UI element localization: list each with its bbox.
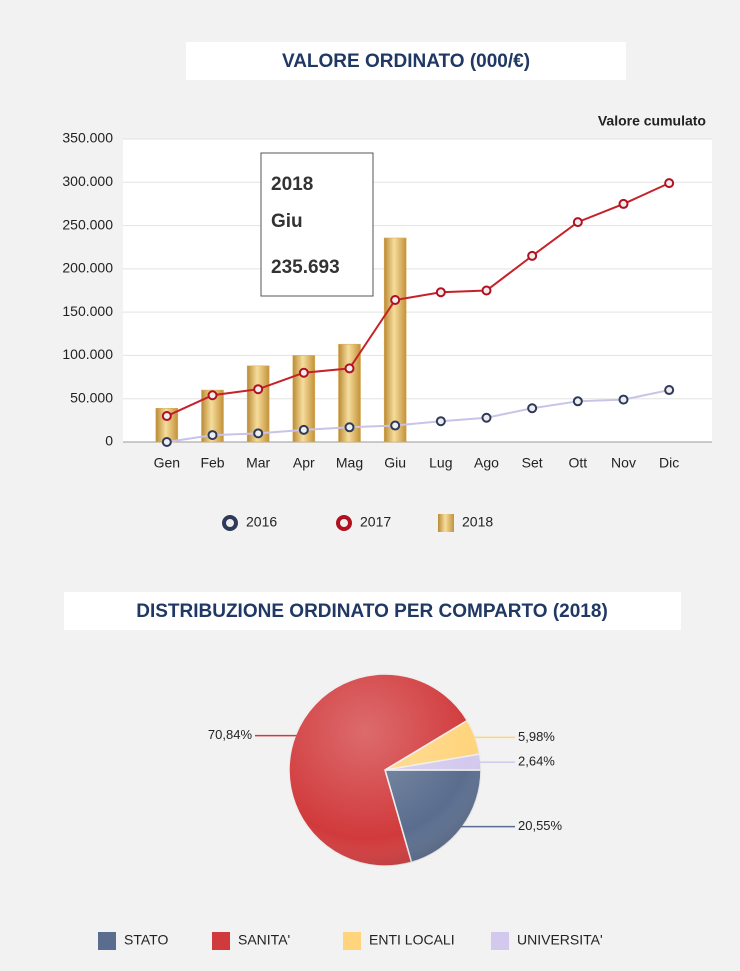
y-tick-label: 0 <box>105 433 113 449</box>
legend-marker <box>336 515 352 531</box>
legend-swatch <box>491 932 509 950</box>
chart-title: VALORE ORDINATO (000/€) <box>282 51 530 72</box>
x-tick-label: Ott <box>568 455 587 471</box>
marker <box>344 422 355 433</box>
legend-swatch <box>343 932 361 950</box>
y-tick-label: 300.000 <box>62 173 113 189</box>
data-label: 2,64% <box>518 754 555 769</box>
marker <box>481 412 492 423</box>
marker <box>618 198 629 209</box>
x-tick-label: Mar <box>246 455 270 471</box>
marker <box>572 217 583 228</box>
x-tick-label: Apr <box>293 455 315 471</box>
marker <box>344 363 355 374</box>
marker <box>298 367 309 378</box>
data-label: 5,98% <box>518 729 555 744</box>
legend-label: 2018 <box>462 514 493 530</box>
tooltip-category: Giu <box>271 211 303 232</box>
x-tick-label: Lug <box>429 455 452 471</box>
marker <box>161 437 172 447</box>
marker <box>253 428 264 439</box>
y-tick-label: 50.000 <box>70 389 113 405</box>
chart-title: DISTRIBUZIONE ORDINATO PER COMPARTO (201… <box>136 601 608 622</box>
legend-label: SANITA' <box>238 932 290 948</box>
y-tick-label: 350.000 <box>62 130 113 146</box>
y-tick-label: 200.000 <box>62 260 113 276</box>
marker <box>161 411 172 422</box>
bar <box>201 389 224 443</box>
marker <box>207 430 218 441</box>
x-tick-label: Set <box>522 455 543 471</box>
tooltip <box>260 152 374 297</box>
x-tick-label: Ago <box>474 455 499 471</box>
x-tick-label: Mag <box>336 455 363 471</box>
marker <box>207 390 218 401</box>
legend-label: STATO <box>124 932 168 948</box>
legend-label: 2016 <box>246 514 277 530</box>
line <box>166 182 670 417</box>
legend-swatch <box>98 932 116 950</box>
y-tick-label: 100.000 <box>62 346 113 362</box>
marker <box>572 396 583 407</box>
legend-swatch <box>438 514 454 532</box>
tooltip-value: 235.693 <box>271 257 340 278</box>
marker <box>527 403 538 414</box>
data-label: 20,55% <box>518 818 563 833</box>
data-label: 70,84% <box>208 727 253 742</box>
title-box <box>64 592 681 630</box>
y-tick-label: 250.000 <box>62 216 113 232</box>
marker <box>527 250 538 261</box>
marker <box>435 416 446 427</box>
legend-swatch <box>212 932 230 950</box>
x-tick-label: Dic <box>659 455 679 471</box>
x-tick-label: Nov <box>611 455 636 471</box>
bar <box>292 355 316 443</box>
x-tick-label: Feb <box>200 455 224 471</box>
bar <box>246 365 270 443</box>
x-tick-label: Giu <box>384 455 406 471</box>
marker <box>618 394 629 405</box>
x-tick-label: Gen <box>154 455 180 471</box>
marker <box>390 295 401 306</box>
pie-shine <box>289 674 481 866</box>
legend-label: ENTI LOCALI <box>369 932 455 948</box>
marker <box>298 424 309 435</box>
marker <box>481 285 492 296</box>
marker <box>390 420 401 431</box>
legend-label: UNIVERSITA' <box>517 932 603 948</box>
line <box>166 389 670 443</box>
legend-marker <box>222 515 238 531</box>
tooltip-series: 2018 <box>271 174 313 195</box>
marker <box>664 385 675 396</box>
marker <box>664 178 675 189</box>
legend-label: 2017 <box>360 514 391 530</box>
marker <box>253 384 264 395</box>
title-box <box>186 42 626 80</box>
annotation: Valore cumulato <box>598 113 706 129</box>
y-tick-label: 150.000 <box>62 303 113 319</box>
bar <box>383 237 407 443</box>
marker <box>435 287 446 298</box>
